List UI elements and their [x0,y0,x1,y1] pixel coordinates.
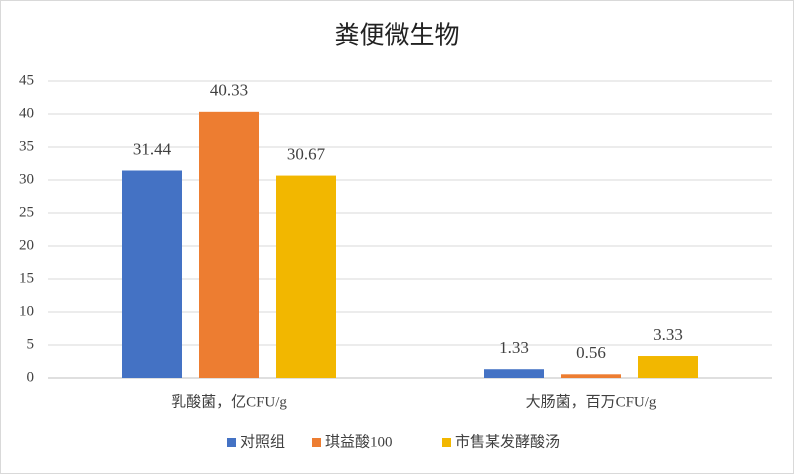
bar [199,111,259,379]
value-label: 1.33 [499,338,529,357]
value-label: 3.33 [653,325,683,344]
x-tick-label: 大肠菌，百万CFU/g [526,393,657,410]
legend-swatch [312,438,321,447]
legend-swatch [442,438,451,447]
y-tick-label: 0 [27,369,35,385]
y-tick-label: 5 [27,336,35,352]
chart-title: 粪便微生物 [334,22,459,50]
value-label: 40.33 [210,81,248,100]
legend-label: 市售某发酵酸汤 [455,433,560,450]
bar [122,170,182,378]
y-tick-label: 30 [19,171,34,187]
y-tick-label: 15 [19,270,34,286]
legend-label: 琪益酸100 [325,433,393,450]
y-tick-label: 20 [19,237,34,253]
y-tick-label: 40 [19,105,34,121]
y-tick-label: 10 [19,303,34,319]
value-label: 30.67 [287,144,326,163]
value-label: 31.44 [133,139,172,158]
x-tick-label: 乳酸菌，亿CFU/g [171,393,287,410]
bar [638,356,698,378]
bar [276,175,336,378]
y-tick-label: 25 [19,204,34,220]
bar [484,369,544,378]
y-tick-label: 35 [19,138,34,154]
legend-swatch [227,438,236,447]
value-label: 0.56 [576,343,606,362]
legend-label: 对照组 [240,433,285,450]
bar [561,374,621,378]
y-tick-label: 45 [19,72,34,88]
